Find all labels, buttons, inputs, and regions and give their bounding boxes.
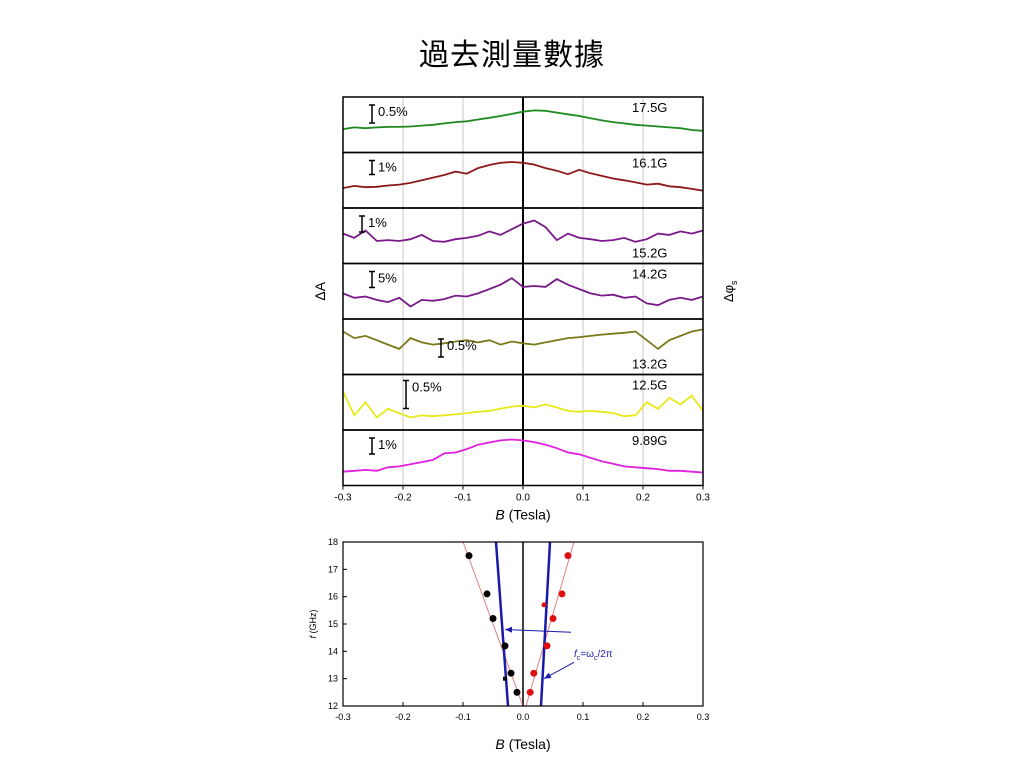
- trace-17.5G: [342, 109, 704, 132]
- freq-label: 14.2G: [632, 267, 667, 282]
- scale-label: 0.5%: [447, 338, 477, 353]
- x-axis-label: B (Tesla): [495, 507, 550, 523]
- data-point: [501, 642, 509, 650]
- data-point: [543, 642, 551, 650]
- cyclotron-annotation: fc=ωc/2π: [574, 649, 613, 662]
- trace-15.2G: [342, 219, 704, 243]
- y-axis-label-symbol: f: [308, 635, 318, 639]
- data-point: [465, 552, 473, 560]
- x-tick-label: 0.0: [516, 493, 530, 504]
- freq-label: 16.1G: [632, 156, 667, 171]
- y-tick-label: 17: [328, 564, 338, 574]
- annotation-sub: c: [594, 655, 598, 662]
- data-point: [541, 602, 547, 608]
- x-tick-label: -0.3: [335, 712, 351, 722]
- data-point: [503, 676, 507, 681]
- y-tick-label: 16: [328, 592, 338, 602]
- annotation-f: f: [574, 649, 578, 660]
- panel-9.89G: 9.89G 1%: [342, 429, 704, 487]
- x-tick-label: -0.2: [394, 493, 412, 504]
- x-axis-label: B (Tesla): [495, 736, 550, 752]
- scale-label: 1%: [378, 160, 397, 175]
- x-tick-label: -0.1: [455, 712, 471, 722]
- trace-14.2G: [342, 277, 704, 308]
- x-tick-label: -0.2: [395, 712, 411, 722]
- trace-9.89G: [342, 438, 704, 474]
- y-axis-label: f (GHz): [308, 609, 318, 638]
- annotation-rest: /2π: [597, 649, 612, 660]
- frequency-field-chart: fc=ωc/2π-0.3 -0.2 -0.1 0.0 0.1 0.2 0.312131415…: [308, 537, 709, 752]
- freq-label: 9.89G: [632, 433, 667, 448]
- annotation-sub: c: [577, 655, 581, 662]
- y-tick-label: 12: [328, 701, 338, 711]
- scale-label: 5%: [378, 271, 397, 286]
- trace-12.5G: [342, 391, 704, 419]
- panel-14.2G: 14.2G 5%: [342, 262, 704, 320]
- cyclotron-line: [494, 542, 510, 706]
- data-point: [558, 590, 566, 598]
- y-axis-label-right-main: Δφ: [721, 285, 736, 302]
- cyclotron-line: [539, 542, 552, 706]
- x-axis-label-symbol: B: [495, 736, 504, 752]
- scale-label: 1%: [378, 437, 397, 452]
- data-point: [564, 552, 572, 560]
- slide-title: 過去測量數據: [419, 38, 605, 73]
- data-point: [513, 688, 521, 696]
- fit-line: [525, 542, 575, 706]
- data-point: [549, 615, 557, 623]
- annotation-arrow: [504, 626, 572, 633]
- y-axis-label-right-sub: s: [729, 280, 739, 285]
- freq-label: 13.2G: [632, 357, 667, 372]
- data-point: [507, 669, 515, 677]
- scale-label: 0.5%: [378, 104, 408, 119]
- stacked-spectra-chart: 17.5G 0.5% 16.1G 1% 15.2G 1% 14.2G 5% 13.2G 0.5% 1…: [312, 96, 739, 523]
- y-axis-label-right: Δφs: [721, 280, 739, 302]
- data-point: [483, 590, 491, 598]
- freq-label: 12.5G: [632, 378, 667, 393]
- x-tick-label: 0.3: [696, 493, 710, 504]
- plot-area: [462, 542, 575, 706]
- x-tick-label: 0.1: [576, 493, 590, 504]
- annotation-arrow: [543, 661, 575, 680]
- y-tick-label: 13: [328, 674, 338, 684]
- scale-label: 1%: [368, 215, 387, 230]
- y-axis-label-left: ΔA: [312, 281, 328, 300]
- trace-13.2G: [342, 328, 704, 351]
- x-tick-label: 0.3: [697, 712, 710, 722]
- scale-label: 0.5%: [412, 380, 442, 395]
- y-tick-label: 14: [328, 646, 338, 656]
- y-tick-label: 15: [328, 619, 338, 629]
- trace-16.1G: [342, 161, 704, 192]
- x-axis-label-unit: (Tesla): [505, 736, 551, 752]
- y-axis-label-unit: (GHz): [308, 609, 318, 636]
- data-point: [489, 615, 497, 623]
- x-tick-label: 0.2: [636, 493, 650, 504]
- x-tick-label: -0.3: [334, 493, 352, 504]
- x-axis-label-symbol: B: [495, 507, 504, 523]
- freq-label: 17.5G: [632, 100, 667, 115]
- x-tick-label: -0.1: [454, 493, 472, 504]
- data-point: [530, 669, 538, 677]
- y-tick-label: 18: [328, 537, 338, 547]
- fit-line: [462, 542, 524, 706]
- x-tick-label: 0.2: [637, 712, 650, 722]
- freq-label: 15.2G: [632, 246, 667, 261]
- data-point: [526, 688, 534, 696]
- x-tick-label: 0.0: [517, 712, 530, 722]
- x-tick-label: 0.1: [577, 712, 590, 722]
- x-axis-label-unit: (Tesla): [505, 507, 551, 523]
- annotation-eq: =ω: [580, 649, 594, 660]
